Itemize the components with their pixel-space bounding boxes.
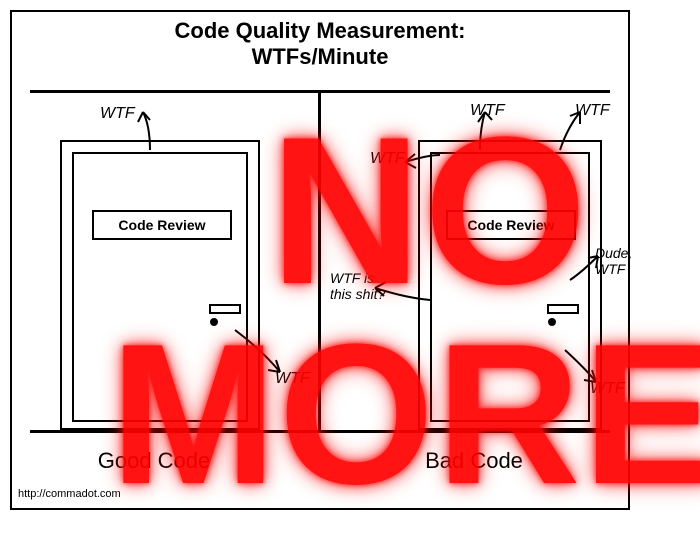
title-line1: Code Quality Measurement: bbox=[175, 18, 466, 43]
right-door-plaque: Code Review bbox=[446, 210, 576, 240]
right-wtf-4: Dude, WTF bbox=[595, 245, 632, 277]
right-plaque-label: Code Review bbox=[467, 217, 554, 233]
divider-wall bbox=[318, 90, 321, 430]
title-line2: WTFs/Minute bbox=[252, 44, 389, 69]
left-caption: Good Code bbox=[0, 448, 308, 474]
right-wtf-5: WTF bbox=[590, 380, 625, 398]
right-door-inner bbox=[430, 152, 590, 422]
right-caption: Bad Code bbox=[318, 448, 630, 474]
left-wtf-0: WTF bbox=[100, 105, 135, 123]
left-plaque-label: Code Review bbox=[118, 217, 205, 233]
left-door-inner bbox=[72, 152, 248, 422]
comic-title: Code Quality Measurement: WTFs/Minute bbox=[10, 18, 630, 70]
right-wtf-3: WTF is this shit? bbox=[330, 270, 385, 302]
right-wtf-1: WTF bbox=[470, 102, 505, 120]
left-wtf-1: WTF bbox=[275, 370, 310, 388]
right-wtf-0: WTF bbox=[370, 150, 405, 168]
floor-line bbox=[30, 430, 610, 433]
left-door-plaque: Code Review bbox=[92, 210, 232, 240]
source-url: http://commadot.com bbox=[18, 488, 121, 500]
right-wtf-2: WTF bbox=[575, 102, 610, 120]
